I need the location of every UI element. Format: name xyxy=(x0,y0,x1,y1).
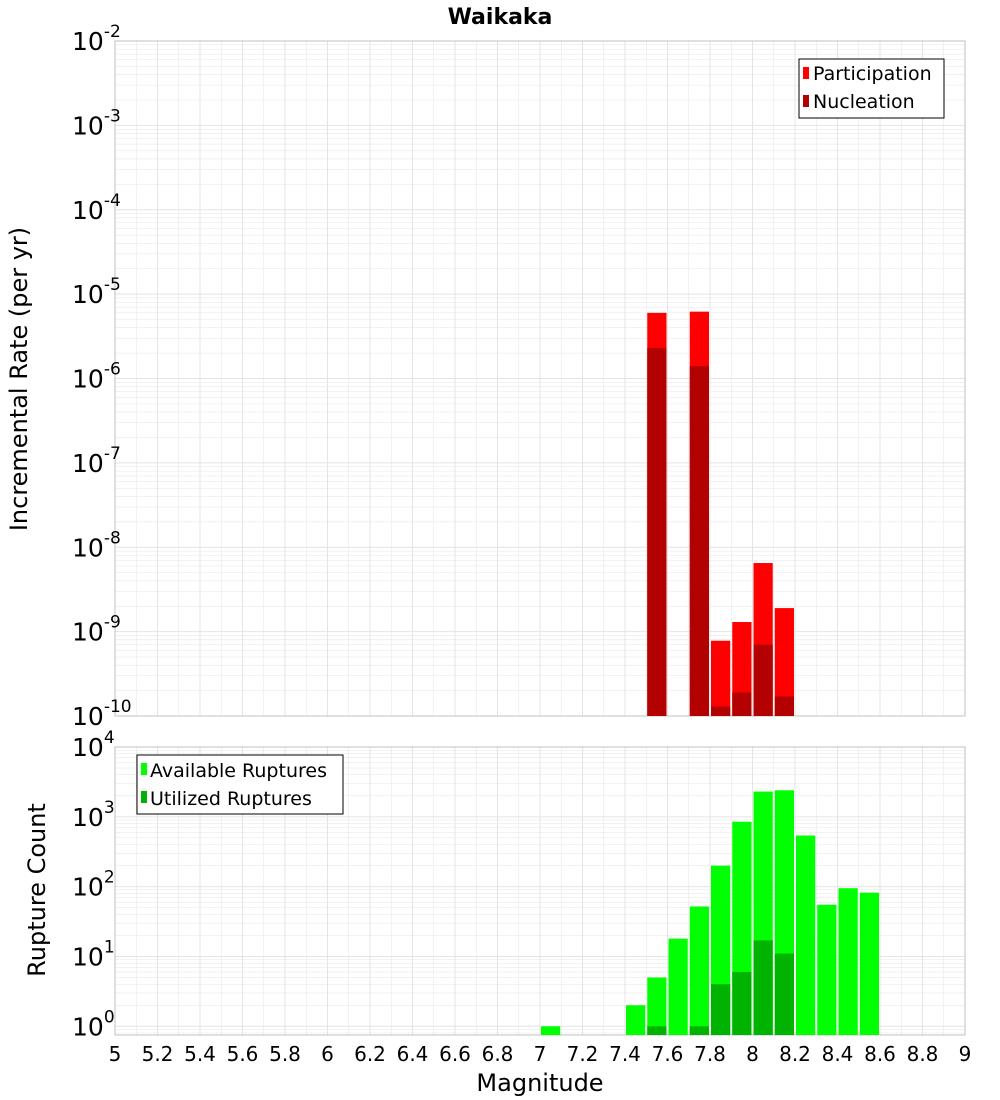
x-tick-label: 7.8 xyxy=(694,1042,726,1066)
x-tick-label: 6.4 xyxy=(397,1042,429,1066)
available-bar xyxy=(689,906,709,1035)
x-tick-label: 7.2 xyxy=(567,1042,599,1066)
nucleation-legend-swatch xyxy=(803,95,809,107)
count-y-tick-label: 103 xyxy=(72,798,115,832)
x-tick-label: 9 xyxy=(959,1042,972,1066)
utilized-legend-label: Utilized Ruptures xyxy=(150,788,312,810)
rate-y-tick-label: 10-9 xyxy=(72,613,121,647)
count-plot-frame xyxy=(114,746,966,1036)
rate-y-tick-label: 10-3 xyxy=(72,106,121,140)
rate-y-tick-label: 10-4 xyxy=(72,191,121,225)
x-tick-label: 5.6 xyxy=(227,1042,259,1066)
rate-y-ticks: 10-2 10-3 10-4 10-5 10-6 10-7 10-8 10-9 10-10 xyxy=(72,22,132,731)
rate-bars xyxy=(647,311,794,716)
available-bar xyxy=(838,888,858,1035)
x-tick-label: 5.2 xyxy=(142,1042,174,1066)
nucleation-bar xyxy=(732,692,752,716)
x-tick-label: 6 xyxy=(321,1042,334,1066)
rate-y-tick-label: 10-6 xyxy=(72,360,121,394)
rate-legend-box xyxy=(798,58,945,119)
available-bar xyxy=(626,1005,646,1035)
rate-y-tick-label: 10-2 xyxy=(72,22,121,56)
available-bar xyxy=(647,977,667,1035)
count-y-tick-label: 102 xyxy=(72,868,115,902)
nucleation-bar xyxy=(647,347,667,716)
available-bar xyxy=(859,892,879,1035)
nucleation-legend-label: Nucleation xyxy=(813,91,915,113)
x-tick-label: 8.2 xyxy=(779,1042,811,1066)
utilized-bar xyxy=(689,1026,709,1035)
x-tick-label: 7.6 xyxy=(652,1042,684,1066)
x-tick-label: 6.2 xyxy=(354,1042,386,1066)
x-tick-label: 6.6 xyxy=(439,1042,471,1066)
nucleation-bar xyxy=(711,706,731,716)
utilized-bar xyxy=(647,1026,667,1035)
participation-bar xyxy=(774,608,794,716)
count-legend-box xyxy=(136,754,344,815)
count-bars xyxy=(541,790,879,1035)
utilized-bar xyxy=(732,971,752,1035)
count-panel: 104 103 102 101 100 5 5.2 5.4 5.6 5.8 6 6.2 6.4 6.6 6… xyxy=(23,728,971,1097)
x-axis-label: Magnitude xyxy=(476,1069,603,1097)
available-legend-swatch xyxy=(141,763,147,775)
utilized-bar xyxy=(711,984,731,1035)
count-y-tick-label: 101 xyxy=(72,937,115,971)
chart-title: Waikaka xyxy=(448,5,553,30)
x-tick-label: 5 xyxy=(109,1042,122,1066)
x-tick-label: 8 xyxy=(746,1042,759,1066)
rate-y-tick-label: 10-7 xyxy=(72,444,121,478)
utilized-bar xyxy=(753,940,773,1035)
x-tick-label: 8.4 xyxy=(822,1042,854,1066)
x-tick-label: 7 xyxy=(534,1042,547,1066)
rate-legend: Participation Nucleation xyxy=(798,58,945,119)
nucleation-bar xyxy=(774,696,794,716)
count-legend: Available Ruptures Utilized Ruptures xyxy=(136,754,344,815)
x-tick-label: 5.8 xyxy=(269,1042,301,1066)
rate-y-tick-label: 10-8 xyxy=(72,528,121,562)
rate-plot-frame xyxy=(114,40,966,717)
participation-legend-label: Participation xyxy=(813,63,932,85)
count-y-axis-label: Rupture Count xyxy=(23,803,51,977)
x-tick-label: 8.8 xyxy=(907,1042,939,1066)
x-tick-label: 7.4 xyxy=(609,1042,641,1066)
participation-legend-swatch xyxy=(803,67,809,79)
rate-y-tick-label: 10-10 xyxy=(72,697,132,731)
utilized-bar xyxy=(774,953,794,1035)
count-y-tick-label: 100 xyxy=(72,1007,115,1041)
count-y-tick-label: 104 xyxy=(72,728,115,762)
x-tick-label: 6.8 xyxy=(482,1042,514,1066)
x-tick-label: 5.4 xyxy=(184,1042,216,1066)
rate-panel: 10-2 10-3 10-4 10-5 10-6 10-7 10-8 10-9 10-10 In… xyxy=(5,22,966,731)
available-bar xyxy=(668,938,688,1035)
utilized-legend-swatch xyxy=(141,791,147,803)
x-tick-label: 8.6 xyxy=(864,1042,896,1066)
available-bar xyxy=(796,835,816,1035)
rate-y-axis-label: Incremental Rate (per yr) xyxy=(5,227,33,531)
available-bar xyxy=(817,904,837,1035)
rate-grid xyxy=(114,41,966,717)
count-y-ticks: 104 103 102 101 100 xyxy=(72,728,115,1041)
nucleation-bar xyxy=(689,366,709,716)
rate-y-tick-label: 10-5 xyxy=(72,275,121,309)
nucleation-bar xyxy=(753,644,773,716)
participation-bar xyxy=(711,640,731,716)
available-legend-label: Available Ruptures xyxy=(150,760,327,782)
available-bar xyxy=(541,1026,561,1035)
x-ticks: 5 5.2 5.4 5.6 5.8 6 6.2 6.4 6.6 6.8 7 7.2 7.4 7.6 7.8 8… xyxy=(109,1042,972,1066)
